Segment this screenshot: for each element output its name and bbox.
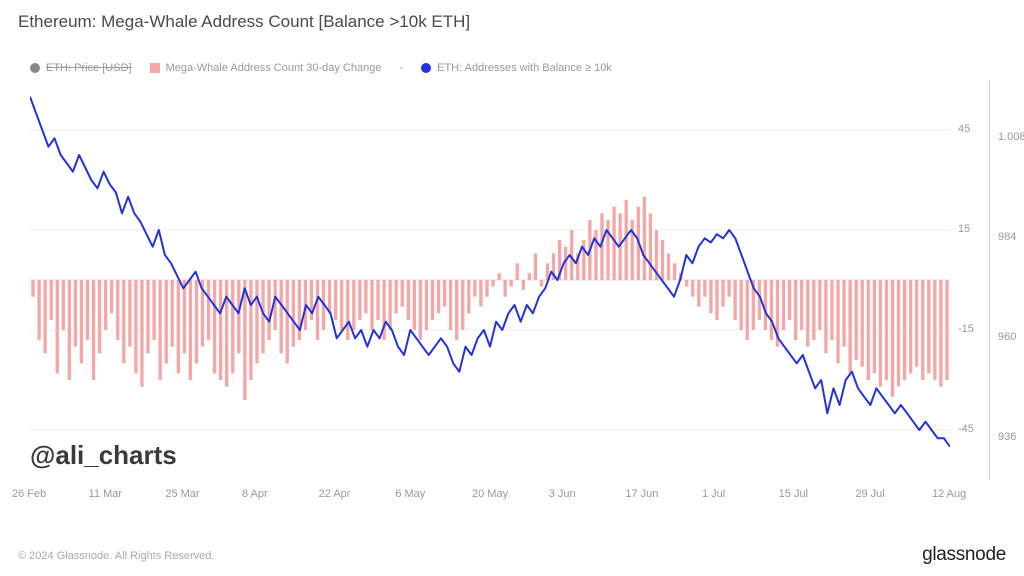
- footer-copyright: © 2024 Glassnode. All Rights Reserved.: [18, 550, 214, 562]
- x-tick: 11 Mar: [89, 488, 122, 500]
- x-tick: 6 May: [395, 488, 425, 500]
- x-tick: 3 Jun: [549, 488, 576, 500]
- x-tick: 15 Jul: [779, 488, 808, 500]
- legend-item-dash: -: [399, 62, 403, 74]
- y-left-tick: 45: [958, 123, 970, 135]
- chart-container: Ethereum: Mega-Whale Address Count [Bala…: [0, 0, 1024, 576]
- x-tick: 17 Jun: [625, 488, 658, 500]
- y-left-tick: -15: [958, 323, 974, 335]
- x-tick: 8 Apr: [242, 488, 268, 500]
- y-left-tick: 15: [958, 223, 970, 235]
- x-tick: 12 Aug: [932, 488, 966, 500]
- chart-title: Ethereum: Mega-Whale Address Count [Bala…: [18, 12, 470, 32]
- legend-label: -: [399, 62, 403, 74]
- chart-plot-area: [30, 80, 950, 480]
- x-tick: 22 Apr: [319, 488, 351, 500]
- brand-logo: glassnode: [922, 544, 1006, 566]
- legend-dot-icon: [421, 63, 431, 73]
- x-tick: 29 Jul: [855, 488, 884, 500]
- legend-item-bars: Mega-Whale Address Count 30-day Change: [150, 62, 382, 74]
- legend-label: Mega-Whale Address Count 30-day Change: [166, 62, 382, 74]
- y-right-tick: 984: [998, 231, 1016, 243]
- legend-square-icon: [150, 63, 160, 73]
- x-tick: 20 May: [472, 488, 508, 500]
- legend: ETH: Price [USD] Mega-Whale Address Coun…: [30, 62, 612, 74]
- legend-label: ETH: Price [USD]: [46, 62, 132, 74]
- watermark: @ali_charts: [30, 440, 177, 471]
- y-left-tick: -45: [958, 423, 974, 435]
- legend-item-line: ETH: Addresses with Balance ≥ 10k: [421, 62, 612, 74]
- legend-dot-icon: [30, 63, 40, 73]
- x-tick: 26 Feb: [12, 488, 46, 500]
- x-tick: 25 Mar: [165, 488, 199, 500]
- legend-label: ETH: Addresses with Balance ≥ 10k: [437, 62, 612, 74]
- y-right-tick: 960: [998, 331, 1016, 343]
- chart-svg: [30, 80, 950, 480]
- y-right-tick: 1.008K: [998, 131, 1024, 143]
- legend-item-price: ETH: Price [USD]: [30, 62, 132, 74]
- y-right-tick: 936: [998, 431, 1016, 443]
- x-tick: 1 Jul: [702, 488, 725, 500]
